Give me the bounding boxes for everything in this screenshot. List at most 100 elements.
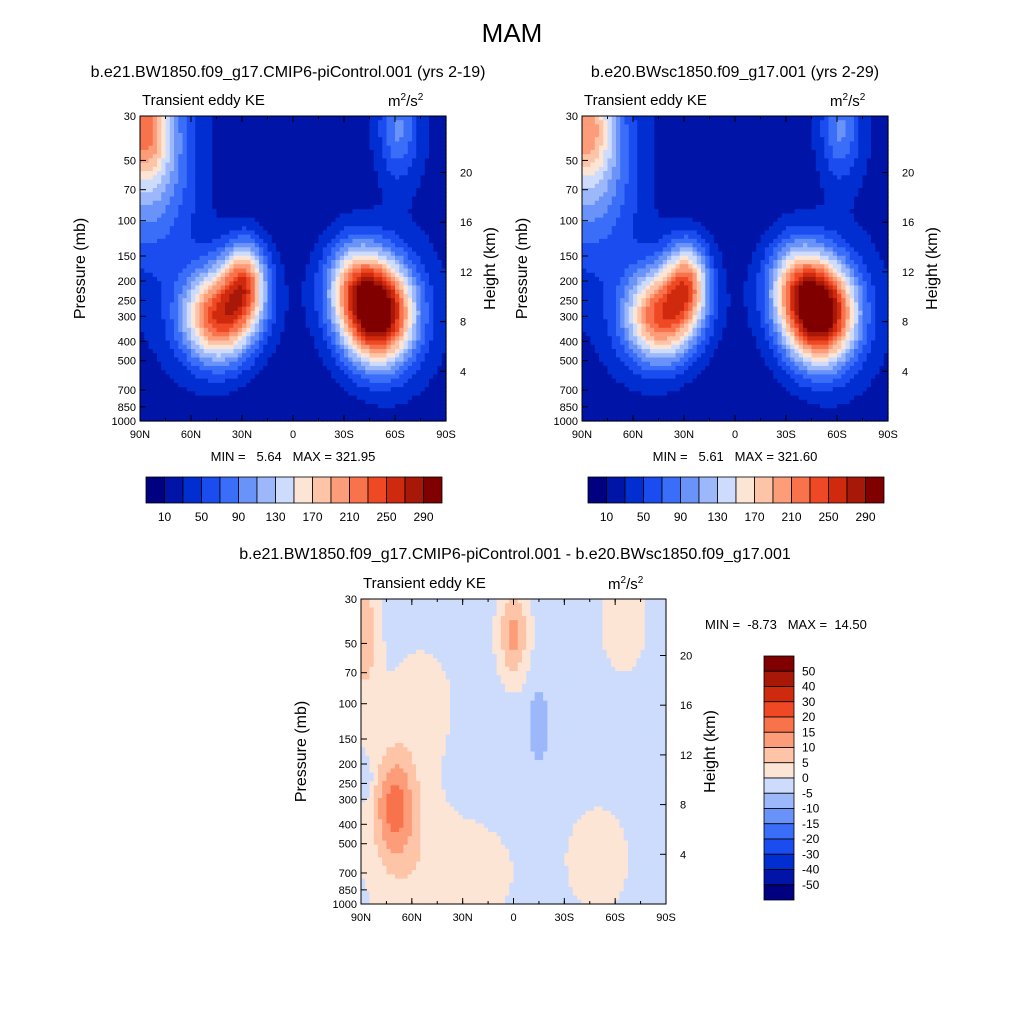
contour-cell: [356, 158, 362, 164]
contour-cell: [199, 128, 205, 134]
contour-cell: [327, 162, 332, 168]
contour-cell: [165, 217, 171, 223]
contour-cell: [390, 255, 396, 261]
contour-cell: [305, 382, 311, 388]
contour-cell: [373, 285, 379, 291]
contour-cell: [373, 319, 379, 325]
contour-cell: [157, 298, 162, 303]
contour-cell: [216, 116, 222, 121]
contour-cell: [356, 382, 362, 388]
contour-cell: [140, 226, 145, 231]
contour-cell: [318, 264, 324, 270]
contour-cell: [437, 166, 443, 172]
contour-cell: [182, 238, 188, 244]
contour-cell: [284, 268, 290, 274]
contour-cell: [174, 323, 179, 329]
contour-cell: [373, 298, 379, 303]
contour-cell: [310, 293, 315, 299]
contour-cell: [352, 209, 358, 215]
contour-cell: [199, 336, 205, 342]
contour-cell: [191, 179, 196, 185]
contour-cell: [386, 116, 392, 121]
contour-cell: [216, 247, 222, 253]
contour-cell: [174, 171, 179, 176]
contour-cell: [169, 306, 175, 312]
contour-cell: [382, 255, 388, 261]
contour-cell: [157, 281, 162, 287]
contour-cell: [335, 230, 341, 236]
contour-cell: [335, 234, 341, 240]
contour-cell: [420, 243, 426, 248]
contour-cell: [322, 128, 328, 134]
contour-cell: [165, 302, 171, 308]
contour-cell: [242, 217, 247, 223]
contour-cell: [441, 323, 447, 329]
contour-cell: [182, 374, 188, 380]
contour-cell: [144, 293, 150, 299]
contour-cell: [339, 336, 345, 342]
contour-cell: [310, 116, 315, 121]
contour-cell: [412, 323, 417, 329]
contour-cell: [263, 200, 269, 206]
contour-cell: [407, 204, 413, 210]
contour-cell: [174, 145, 179, 151]
contour-cell: [233, 175, 239, 181]
contour-cell: [412, 124, 417, 130]
contour-cell: [361, 141, 366, 147]
contour-cell: [182, 302, 188, 308]
contour-cell: [322, 357, 328, 363]
contour-cell: [174, 357, 179, 363]
contour-cell: [267, 268, 273, 274]
contour-cell: [157, 315, 162, 320]
contour-cell: [369, 251, 375, 257]
contour-cell: [152, 175, 158, 181]
contour-cell: [429, 285, 434, 291]
contour-cell: [327, 302, 332, 308]
contour-cell: [322, 132, 328, 138]
contour-cell: [403, 348, 409, 354]
contour-cell: [416, 149, 422, 155]
contour-cell: [373, 365, 379, 371]
contour-cell: [314, 340, 320, 346]
contour-cell: [365, 404, 371, 409]
contour-cell: [246, 302, 252, 308]
contour-cell: [165, 247, 171, 253]
contour-cell: [373, 289, 379, 295]
contour-cell: [420, 370, 426, 376]
contour-cell: [242, 238, 247, 244]
contour-cell: [356, 404, 362, 409]
contour-cell: [233, 255, 239, 261]
contour-cell: [403, 196, 409, 202]
contour-cell: [331, 370, 337, 376]
contour-cell: [225, 204, 230, 210]
contour-cell: [229, 264, 235, 270]
contour-cell: [369, 179, 375, 185]
contour-cell: [140, 332, 145, 337]
contour-cell: [161, 158, 167, 164]
contour-cell: [263, 213, 269, 219]
contour-cell: [310, 298, 315, 303]
contour-cell: [412, 336, 417, 342]
contour-cell: [378, 281, 383, 287]
contour-cell: [407, 276, 413, 282]
contour-cell: [382, 272, 388, 278]
contour-cell: [361, 293, 366, 299]
contour-cell: [233, 213, 239, 219]
contour-cell: [254, 132, 260, 138]
contour-cell: [174, 120, 179, 126]
contour-cell: [293, 154, 298, 159]
contour-cell: [365, 293, 371, 299]
contour-cell: [369, 272, 375, 278]
contour-cell: [229, 204, 235, 210]
contour-cell: [250, 310, 256, 316]
contour-cell: [169, 395, 175, 401]
contour-cell: [344, 247, 349, 253]
contour-cell: [424, 281, 430, 287]
contour-cell: [390, 221, 396, 227]
contour-cell: [331, 149, 337, 155]
contour-cell: [369, 221, 375, 227]
contour-cell: [280, 302, 286, 308]
contour-cell: [242, 302, 247, 308]
contour-cell: [212, 188, 218, 193]
contour-cell: [250, 217, 256, 223]
